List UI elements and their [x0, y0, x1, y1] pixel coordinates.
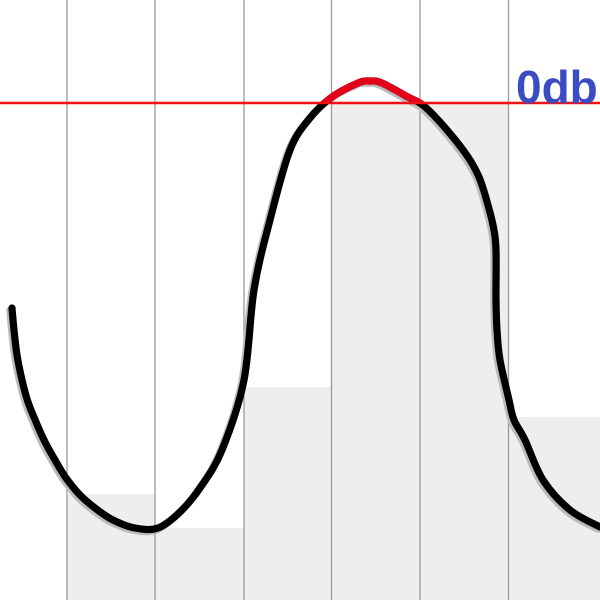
svg-text:0db: 0db	[516, 61, 598, 113]
